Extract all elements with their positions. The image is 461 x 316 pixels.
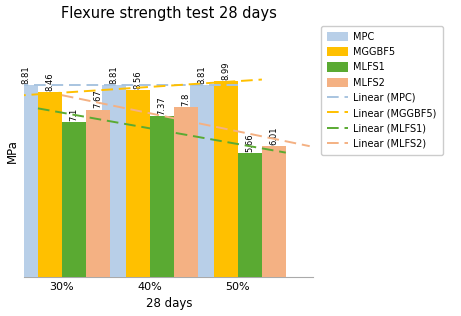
Text: 5.66: 5.66 [245, 134, 254, 152]
Y-axis label: MPa: MPa [6, 140, 18, 163]
Text: 7.1: 7.1 [69, 108, 78, 121]
Text: 6.01: 6.01 [269, 126, 278, 145]
Text: 8.46: 8.46 [45, 73, 54, 91]
Bar [38, 92, 62, 277]
Bar [174, 107, 198, 277]
Text: 8.81: 8.81 [22, 65, 30, 83]
Text: 7.37: 7.37 [157, 96, 166, 115]
Bar [126, 90, 150, 277]
Bar [262, 146, 286, 277]
Text: 7.8: 7.8 [181, 92, 190, 106]
Bar [190, 85, 214, 277]
Bar [62, 122, 86, 277]
Bar [214, 81, 238, 277]
Bar [14, 85, 38, 277]
Text: 8.99: 8.99 [222, 61, 230, 80]
Text: 8.81: 8.81 [198, 65, 207, 83]
Text: 7.67: 7.67 [93, 90, 102, 108]
Bar [86, 110, 110, 277]
X-axis label: 28 days: 28 days [146, 297, 192, 310]
Bar [102, 85, 126, 277]
Title: Flexure strength test 28 days: Flexure strength test 28 days [61, 6, 277, 21]
Legend: MPC, MGGBF5, MLFS1, MLFS2, Linear (MPC), Linear (MGGBF5), Linear (MLFS1), Linear: MPC, MGGBF5, MLFS1, MLFS2, Linear (MPC),… [321, 26, 443, 155]
Bar [238, 154, 262, 277]
Text: 8.81: 8.81 [110, 65, 118, 83]
Bar [150, 116, 174, 277]
Text: 8.56: 8.56 [134, 70, 142, 89]
